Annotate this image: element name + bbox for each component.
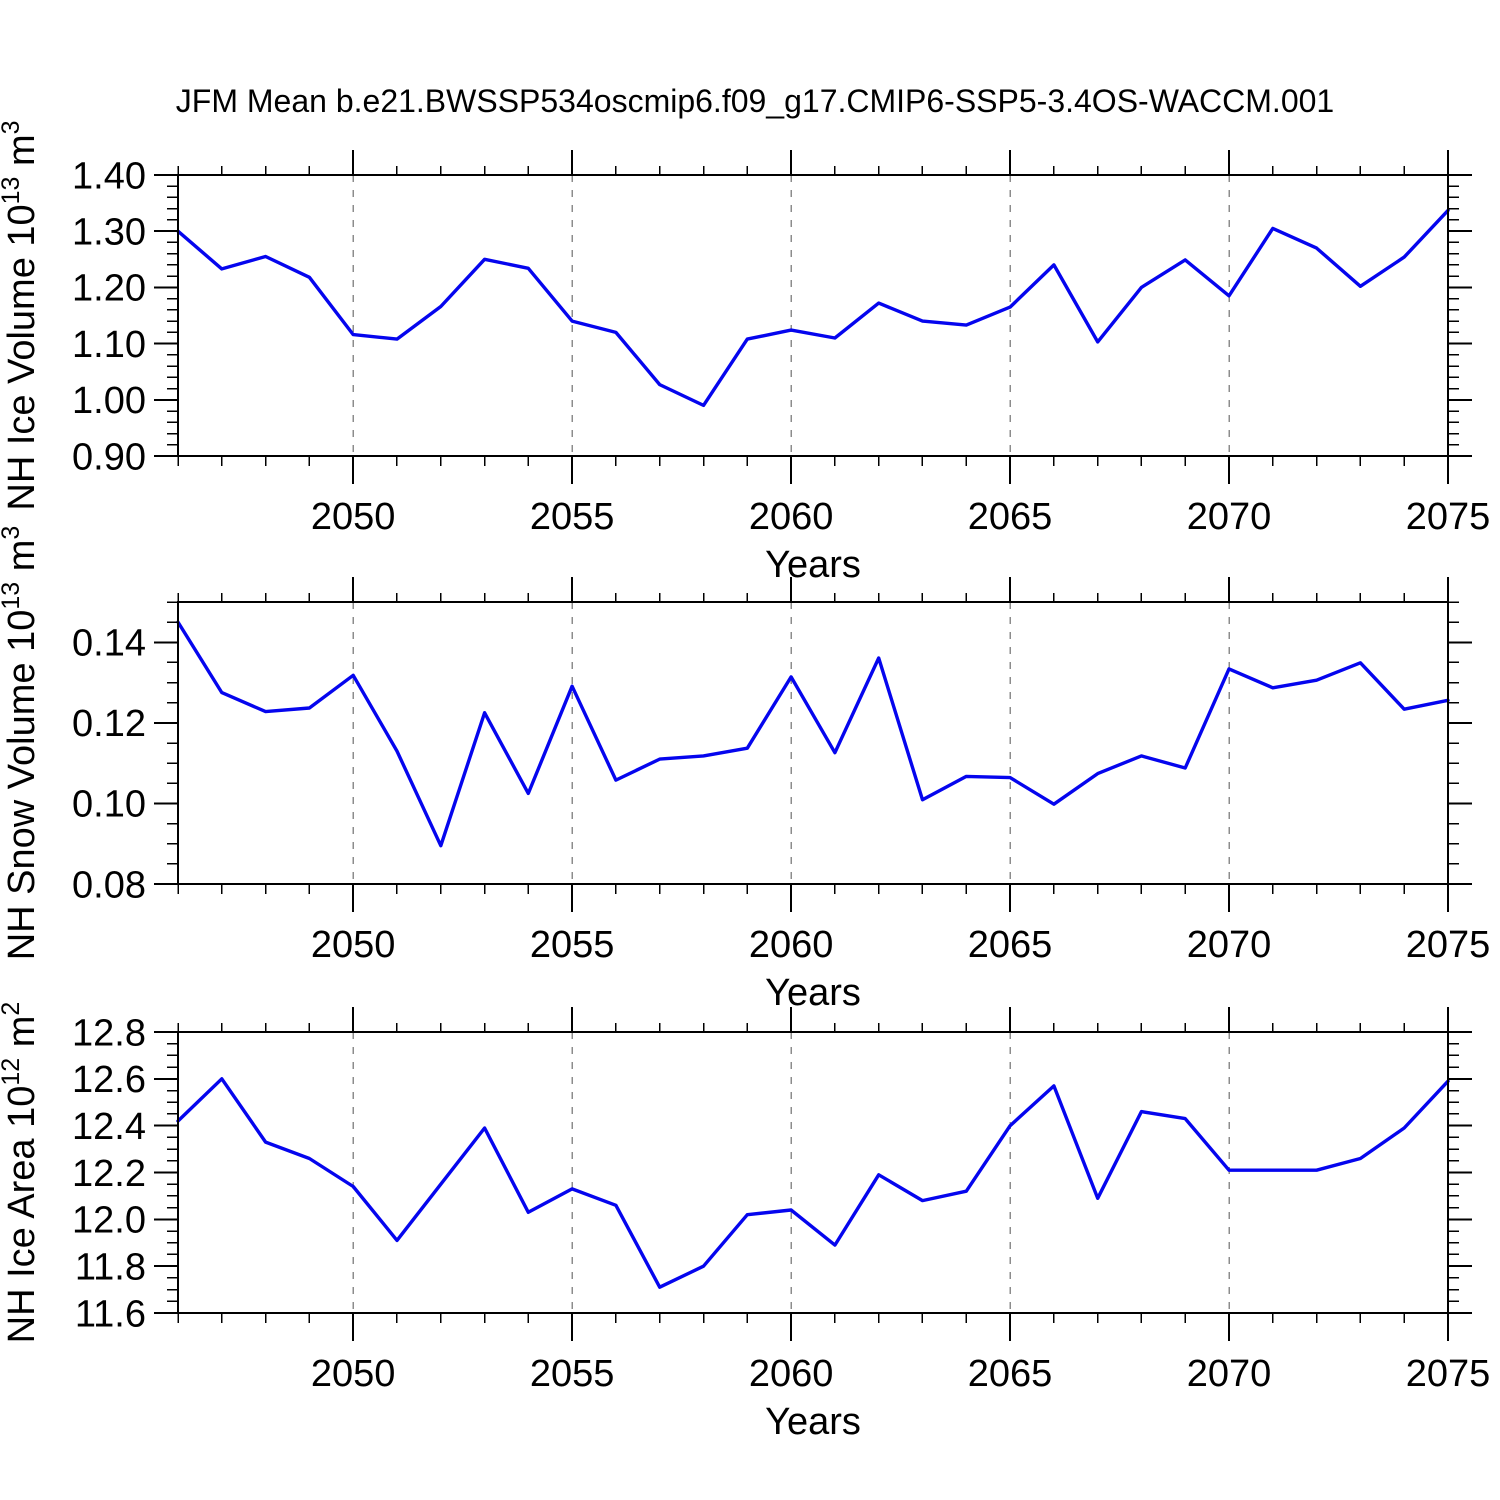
panels: 0.90 1.00 1.10 1.20 1.30 1.40 2050 2055 2060 2065… [0, 120, 1490, 1443]
y-ticks [154, 1031, 1472, 1314]
y-tick-label-1.40: 1.40 [72, 155, 146, 197]
x-tick-label-2075: 2075 [1406, 496, 1491, 538]
y-tick-label-0.10: 0.10 [72, 784, 146, 826]
y-ticks [154, 174, 1472, 457]
y-axis-title: NH Snow Volume 1013 m3 [0, 526, 43, 961]
y-tick-label-0.90: 0.90 [72, 436, 146, 478]
y-axis-title: NH Ice Area 1012 m2 [0, 1002, 43, 1344]
panel-nh-snow-volume: 0.08 0.10 0.12 0.14 2050 2055 2060 2065 2070 2075… [0, 526, 1490, 1014]
x-tick-label-2060: 2060 [749, 496, 834, 538]
y-axis-title-text: m [1, 1016, 43, 1058]
data-line-nh-ice-area [176, 1077, 1450, 1289]
plot-frame [177, 174, 1449, 457]
figure-title: JFM Mean b.e21.BWSSP534oscmip6.f09_g17.C… [176, 83, 1334, 119]
plot-frame [177, 1031, 1449, 1314]
x-tick-label-2070: 2070 [1187, 1353, 1272, 1395]
y-tick-label-1.30: 1.30 [72, 212, 146, 254]
y-tick-label-11.8: 11.8 [75, 1246, 146, 1288]
x-tick-label-2055: 2055 [530, 496, 615, 538]
x-axis-title: Years [765, 972, 861, 1014]
y-ticks [154, 601, 1472, 885]
x-axis-title: Years [765, 544, 861, 586]
y-tick-label-11.6: 11.6 [75, 1293, 146, 1335]
y-tick-label-12.6: 12.6 [72, 1059, 146, 1101]
x-tick-label-2060: 2060 [749, 924, 834, 966]
y-tick-label-0.08: 0.08 [72, 864, 146, 906]
y-tick-label-12.0: 12.0 [72, 1200, 146, 1242]
x-tick-label-2070: 2070 [1187, 924, 1272, 966]
y-tick-label-12.2: 12.2 [72, 1153, 146, 1195]
y-axis-title-superscript: 3 [0, 526, 25, 540]
y-tick-label-1.10: 1.10 [72, 324, 146, 366]
x-tick-label-2065: 2065 [968, 924, 1053, 966]
y-tick-label-12.8: 12.8 [72, 1012, 146, 1054]
x-ticks [177, 1007, 1449, 1341]
y-axis-title: NH Ice Volume 1013 m3 [0, 120, 43, 510]
x-tick-label-2070: 2070 [1187, 496, 1272, 538]
x-ticks [177, 577, 1449, 912]
x-tick-label-2065: 2065 [968, 496, 1053, 538]
x-tick-label-2055: 2055 [530, 1353, 615, 1395]
x-tick-label-2050: 2050 [311, 924, 396, 966]
y-tick-label-1.20: 1.20 [72, 268, 146, 310]
panel-nh-ice-volume: 0.90 1.00 1.10 1.20 1.30 1.40 2050 2055 2060 2065… [0, 120, 1490, 586]
plot-frame [177, 601, 1449, 885]
y-axis-title-text: NH Ice Area 10 [1, 1086, 43, 1344]
y-tick-label-12.4: 12.4 [72, 1106, 146, 1148]
panel-nh-ice-area: 11.6 11.812.0 12.2 12.4 12.6 12.8 2050 2055 2060… [0, 1002, 1490, 1443]
x-tick-label-2050: 2050 [311, 496, 396, 538]
y-axis-title-superscript: 2 [0, 1002, 25, 1016]
x-axis-title: Years [765, 1401, 861, 1443]
y-axis-title-superscript: 3 [0, 120, 25, 134]
y-axis-title-superscript: 12 [0, 1058, 25, 1086]
y-axis-title-text: NH Ice Volume 10 [1, 204, 43, 510]
x-tick-label-2065: 2065 [968, 1353, 1053, 1395]
x-ticks [177, 150, 1449, 484]
x-tick-label-2055: 2055 [530, 924, 615, 966]
x-tick-label-2075: 2075 [1406, 1353, 1491, 1395]
x-tick-label-2050: 2050 [311, 1353, 396, 1395]
y-tick-label-1.00: 1.00 [72, 380, 146, 422]
y-axis-title-superscript: 13 [0, 177, 25, 205]
data-line-nh-snow-volume [176, 620, 1450, 848]
data-line-nh-ice-volume [176, 208, 1450, 408]
y-axis-title-text: m [1, 540, 43, 582]
y-axis-title-text: m [1, 134, 43, 176]
y-axis-title-superscript: 13 [0, 582, 25, 610]
x-tick-label-2075: 2075 [1406, 924, 1491, 966]
x-tick-label-2060: 2060 [749, 1353, 834, 1395]
y-axis-title-text: NH Snow Volume 10 [1, 610, 43, 961]
y-tick-label-0.12: 0.12 [72, 703, 146, 745]
y-tick-label-0.14: 0.14 [72, 623, 146, 665]
